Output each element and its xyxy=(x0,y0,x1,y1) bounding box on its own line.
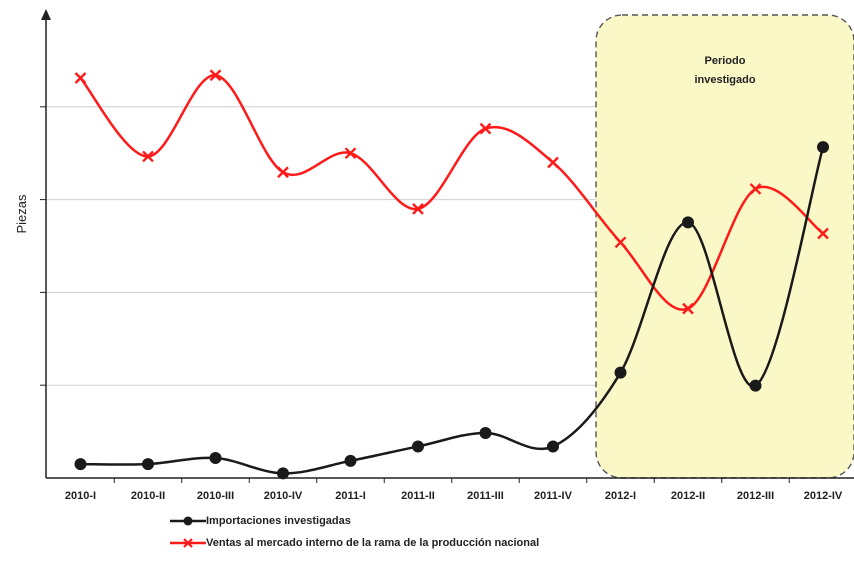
region-label-line-1: Periodo xyxy=(705,55,746,67)
legend-swatch-imports xyxy=(170,516,206,526)
y-axis-arrow xyxy=(41,9,51,20)
data-point xyxy=(142,458,154,471)
legend-label-domestic-sales: Ventas al mercado interno de la rama de … xyxy=(206,537,540,549)
data-point xyxy=(344,454,357,467)
series-layer xyxy=(74,69,829,480)
data-point xyxy=(817,227,829,240)
data-point xyxy=(817,141,829,154)
data-point xyxy=(209,452,222,465)
data-point xyxy=(614,236,627,249)
x-tick-label: 2010-I xyxy=(65,490,96,502)
legend: Importaciones investigadas Ventas al mer… xyxy=(170,510,539,554)
investigated-period-region: Periodo investigado xyxy=(595,14,854,479)
x-tick-label: 2010-III xyxy=(197,490,234,502)
region-label-line-2: investigado xyxy=(694,74,755,86)
data-point xyxy=(682,216,694,229)
legend-item-imports: Importaciones investigadas xyxy=(170,510,539,532)
x-tick-label: 2012-II xyxy=(671,490,705,502)
x-tick-label: 2011-IV xyxy=(534,490,573,502)
x-tick-label: 2012-III xyxy=(737,490,774,502)
data-point xyxy=(277,467,289,480)
legend-label-imports: Importaciones investigadas xyxy=(206,515,351,527)
data-point xyxy=(74,72,87,84)
data-point xyxy=(412,440,424,453)
x-tick-label: 2010-IV xyxy=(264,490,303,502)
data-point xyxy=(412,203,424,215)
data-point xyxy=(142,150,154,163)
data-point xyxy=(547,440,559,453)
data-point xyxy=(277,166,289,179)
data-point xyxy=(682,302,694,315)
data-point xyxy=(209,69,222,82)
series-line xyxy=(79,73,824,311)
x-tick-label: 2011-III xyxy=(467,490,504,502)
legend-item-domestic-sales: Ventas al mercado interno de la rama de … xyxy=(170,532,539,554)
data-point xyxy=(547,156,559,169)
x-tick-labels: 2010-I 2010-II 2010-III 2010-IV 2011-I 2011-I… xyxy=(65,478,843,502)
series-domestic-sales xyxy=(74,69,829,315)
x-tick-label: 2012-I xyxy=(605,490,636,502)
data-point xyxy=(749,379,762,392)
x-tick-label: 2011-II xyxy=(401,490,435,502)
data-point xyxy=(344,147,357,160)
data-point xyxy=(74,458,87,471)
data-point xyxy=(479,426,492,439)
x-tick-label: 2012-IV xyxy=(804,490,843,502)
y-axis-title: Piezas xyxy=(14,194,29,234)
series-imports xyxy=(74,141,829,480)
legend-swatch-domestic-sales xyxy=(170,538,206,548)
x-tick-label: 2011-I xyxy=(335,490,366,502)
data-point xyxy=(749,183,762,195)
x-tick-label: 2010-II xyxy=(131,490,165,502)
axes xyxy=(41,9,854,479)
data-point xyxy=(614,366,627,379)
data-point xyxy=(479,122,492,135)
